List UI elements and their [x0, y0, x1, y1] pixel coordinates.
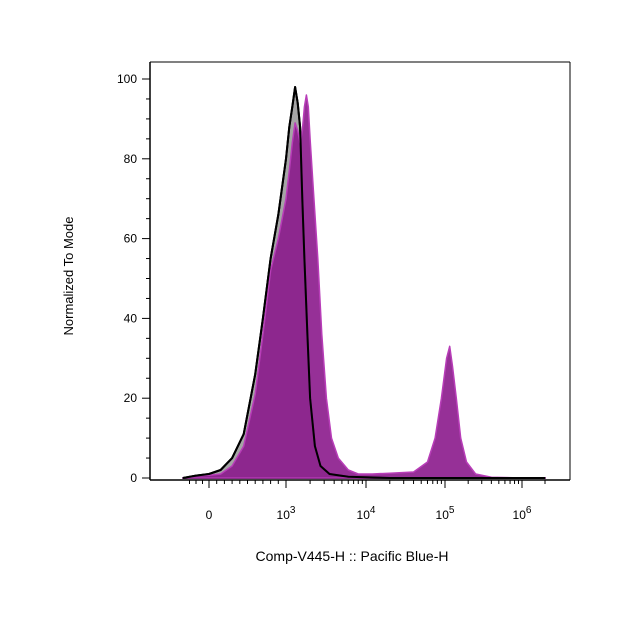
series-1-outline: [182, 86, 545, 479]
x-tick-label: 0: [206, 508, 213, 522]
y-tick-label: 40: [124, 311, 138, 325]
x-tick-label: 106: [513, 505, 532, 522]
x-tick-label: 105: [436, 505, 455, 522]
y-tick-label: 80: [124, 152, 138, 166]
x-tick-label: 103: [277, 505, 296, 522]
y-tick-label: 20: [124, 391, 138, 405]
plot-area: [182, 86, 546, 479]
y-tick-label: 0: [130, 471, 137, 485]
y-axis-label: Normalized To Mode: [61, 217, 76, 336]
histogram-series-2: [182, 94, 546, 479]
y-tick-label: 60: [124, 232, 138, 246]
x-axis-label: Comp-V445-H :: Pacific Blue-H: [256, 548, 449, 564]
y-tick-label: 100: [117, 72, 137, 86]
histogram-series-1: [182, 86, 546, 479]
x-tick-label: 104: [357, 505, 376, 522]
axes: 0 20 40 60 80 100 0 103 104 105 106: [117, 61, 571, 522]
